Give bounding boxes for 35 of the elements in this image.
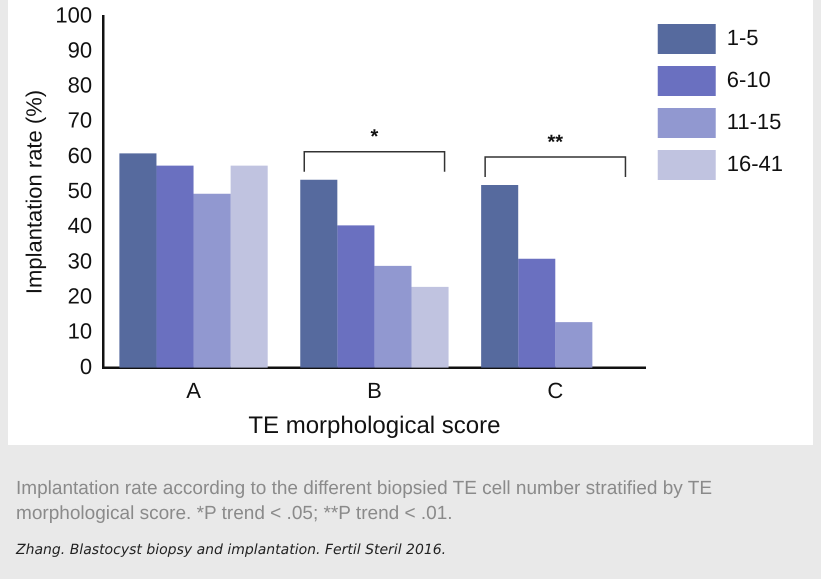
bar [518,258,556,368]
legend-label: 11-15 [726,109,782,134]
y-tick-label: 0 [80,354,92,379]
y-tick-label: 10 [68,318,92,344]
y-tick-label: 90 [68,37,92,62]
y-tick-label: 20 [68,284,92,309]
x-tick-label: B [367,378,382,404]
y-tick-label: 70 [68,108,92,133]
bar [555,322,592,368]
legend-label: 1-5 [726,25,759,50]
y-tick-label: 60 [68,142,92,168]
y-tick-label: 100 [55,2,92,28]
bar [194,194,231,368]
text: Implantation rate according to the different biopsied TE cell number stratified by TE morphological score. *P trend < .05; **P trend < .01. [16,477,713,526]
x-axis-title: TE morphological score [248,412,500,440]
x-tick-label: A [186,378,202,404]
legend-label: 6-10 [726,67,771,92]
legend-label: 16-41 [726,151,784,176]
annotation: ** [548,131,564,154]
bar [119,153,156,368]
y-tick-label: 50 [68,178,92,204]
bar [412,286,449,368]
x-tick-label: C [547,378,564,404]
y-axis-title: Implantation rate (%) [21,90,46,294]
bar [156,166,194,368]
bar [337,225,374,368]
bar [230,166,268,368]
y-tick-label: 80 [68,72,92,98]
y-tick-label: 30 [68,248,92,274]
y-tick-label: 40 [68,213,92,238]
bar [481,184,518,368]
bar [300,180,338,368]
bar [374,266,412,368]
text: Zhang. Blastocyst biopsy and implantation. Fertil Steril 2016. [16,542,446,558]
annotation: * [370,126,379,148]
